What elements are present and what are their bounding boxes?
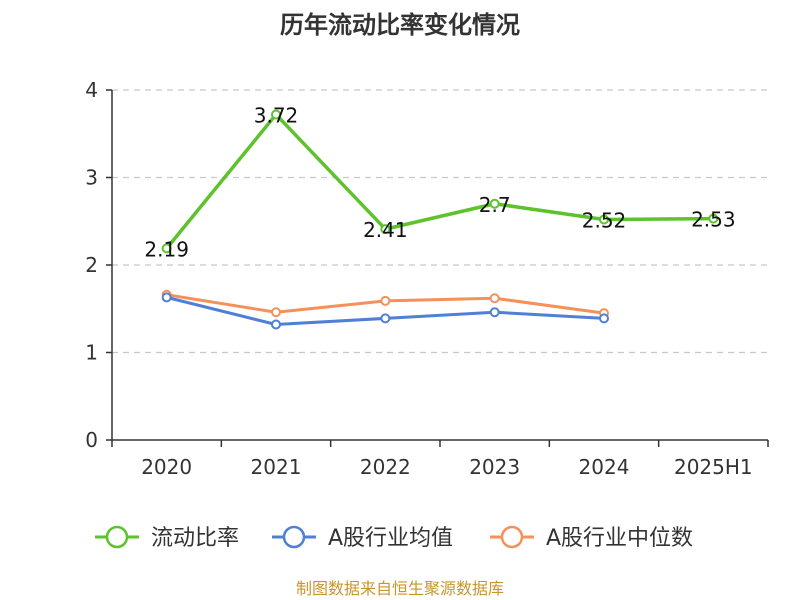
x-tick-label-2023: 2023 [469, 455, 520, 479]
legend-item-1: 流动比率 [95, 525, 239, 551]
source-note: 制图数据来自恒生聚源数据库 [296, 579, 504, 598]
point-3-2022 [380, 295, 391, 306]
legend: 流动比率 A股行业均值 A股行业中位数 [95, 525, 693, 551]
point-2-2024 [599, 313, 609, 324]
y-tick-label-4: 4 [85, 78, 98, 102]
x-tick-label-2022: 2022 [360, 455, 411, 479]
legend-item-3: A股行业中位数 [490, 525, 693, 551]
x-tick-label-2024: 2024 [579, 455, 630, 479]
series-layer [161, 109, 719, 330]
series-line-1 [165, 112, 714, 250]
point-2-2021 [271, 319, 281, 330]
y-tick-label-0: 0 [85, 428, 98, 452]
point-1-2023 [489, 198, 500, 209]
data-labels: 2.19 3.72 2.41 2.7 2.52 2.53 [144, 104, 735, 262]
y-tick-label-1: 1 [85, 341, 98, 365]
legend-marker-3 [500, 525, 524, 549]
chart-title: 历年流动比率变化情况 [280, 11, 520, 39]
legend-label-1: 流动比率 [151, 526, 239, 551]
data-label-2021: 3.72 [254, 104, 299, 128]
point-3-2021 [271, 307, 281, 318]
point-2-2023 [489, 307, 500, 318]
series-3 [161, 289, 609, 319]
legend-item-2: A股行业均值 [272, 525, 453, 551]
x-tick-label-2020: 2020 [141, 455, 192, 479]
point-1-2022 [380, 224, 391, 235]
data-label-2023: 2.7 [479, 193, 511, 217]
point-1-2025H1 [708, 213, 719, 224]
point-1-2024 [599, 214, 609, 225]
point-3-2023 [489, 293, 500, 304]
legend-marker-1 [105, 525, 129, 549]
legend-marker-2 [282, 525, 306, 549]
point-1-2020 [161, 243, 172, 254]
point-1-2021 [271, 109, 281, 120]
data-label-2022: 2.41 [363, 218, 408, 242]
legend-label-3: A股行业中位数 [546, 526, 693, 551]
axes: 0 1 2 3 4 2020 2021 2022 2023 2024 2025H1 [85, 78, 769, 479]
series-1 [161, 109, 719, 254]
series-2 [161, 292, 609, 330]
point-2-2022 [380, 313, 391, 324]
data-label-2025H1: 2.53 [691, 208, 736, 232]
y-tick-label-3: 3 [85, 166, 98, 190]
legend-label-2: A股行业均值 [328, 526, 453, 551]
grid-lines [112, 89, 768, 354]
x-tick-label-2025H1: 2025H1 [674, 455, 753, 479]
data-label-2024: 2.52 [582, 209, 627, 233]
point-2-2020 [161, 292, 172, 303]
y-tick-label-2: 2 [85, 253, 98, 277]
x-tick-label-2021: 2021 [251, 455, 302, 479]
data-label-2020: 2.19 [144, 237, 189, 261]
